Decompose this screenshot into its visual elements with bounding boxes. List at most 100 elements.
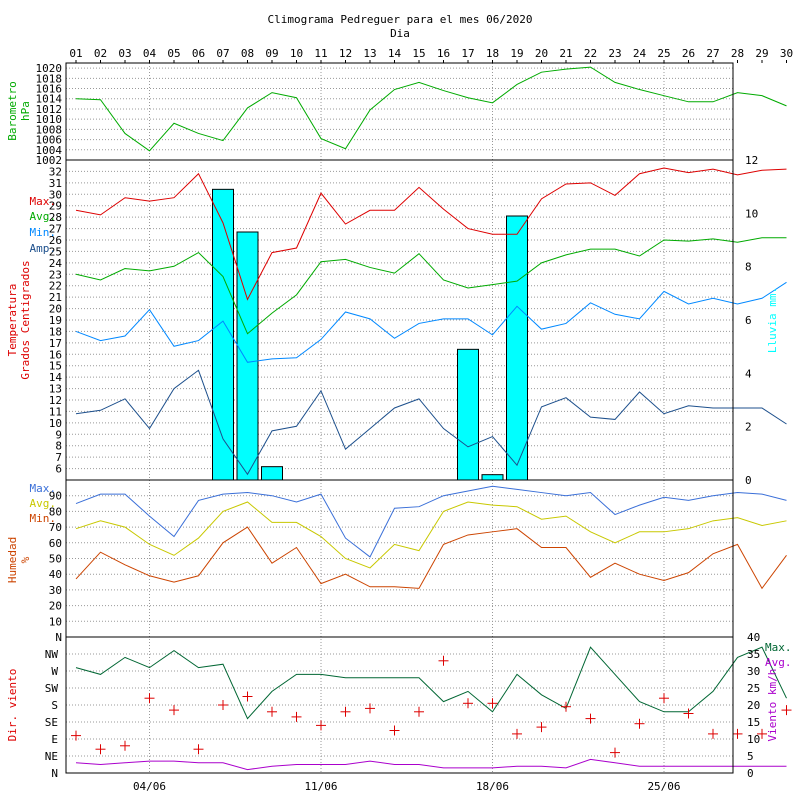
temperature-tick-label: 15 [49,360,62,373]
temperature-unit-label: Grados Centigrados [19,260,32,379]
wind-direction-marker [365,703,375,714]
wind-direction-marker [536,722,547,733]
humidity-axis-label: Humedad [6,537,19,583]
day-tick-label: 25 [657,47,670,60]
wind-direction-marker [120,740,130,751]
day-tick-label: 26 [682,47,695,60]
humidity-tick-label: 40 [49,568,62,581]
pressure-tick-label: 1008 [36,123,63,136]
temperature-tick-label: 22 [49,280,62,293]
temperature-tick-label: 27 [49,223,62,236]
rain-bar [481,474,504,481]
day-tick-label: 10 [290,47,303,60]
temperature-tick-label: 6 [55,463,62,476]
day-tick-label: 09 [265,47,278,60]
wind-direction-marker [463,698,473,709]
wind-direction-tick-label: NE [45,750,58,763]
wind-direction-marker [757,728,767,739]
temperature-tick-label: 17 [49,337,62,350]
wind-direction-marker [71,730,81,741]
day-tick-label: 29 [755,47,768,60]
temperature-tick-label: 32 [49,165,62,178]
rain-tick-label: 0 [745,474,752,487]
temperature-tick-label: 24 [49,257,63,270]
humidity-legend-min: Min. [30,512,57,525]
wind-speed-tick-label: 35 [747,648,760,661]
humidity-legend-avg: Avg. [30,497,57,510]
week-tick-label: 04/06 [133,780,166,793]
rain-bar [506,215,528,481]
rain-bar [212,188,234,481]
wind-direction-marker [708,728,718,739]
day-tick-label: 01 [69,47,82,60]
wind-direction-marker [316,720,326,731]
day-tick-label: 13 [363,47,376,60]
wind-speed-tick-label: 40 [747,631,760,644]
wind-direction-marker [487,698,498,709]
temperature-amp-line [75,369,787,476]
wind-speed-tick-label: 15 [747,716,760,729]
week-tick-label: 18/06 [476,780,509,793]
pressure-tick-label: 1006 [36,134,63,147]
temperature-axis-label: Temperatura [6,284,19,357]
temperature-tick-label: 13 [49,383,62,396]
wind-max-line [75,646,787,720]
temperature-tick-label: 10 [49,417,62,430]
rain-tick-label: 12 [745,154,758,167]
day-tick-label: 08 [241,47,254,60]
wind-speed-tick-label: 25 [747,682,760,695]
wind-speed-tick-label: 0 [747,767,754,780]
wind-direction-tick-label: S [51,699,58,712]
pressure-tick-label: 1018 [36,72,63,85]
pressure-tick-label: 1014 [36,93,63,106]
series-layer [71,66,792,771]
temperature-tick-label: 28 [49,211,62,224]
wind-panel-frame [65,636,734,774]
humidity-tick-label: 90 [49,490,62,503]
humidity-tick-label: 80 [49,505,62,518]
temperature-tick-label: 21 [49,291,62,304]
wind-direction-marker [218,700,228,710]
temperature-legend-avg: Avg. [30,210,57,223]
wind-direction-tick-label: SW [45,682,59,695]
temperature-tick-label: 11 [49,405,62,418]
temperature-legend-min: Min. [30,226,57,239]
pressure-unit-label: hPa [19,101,32,121]
day-tick-label: 17 [461,47,474,60]
week-tick-label: 11/06 [304,780,337,793]
pressure-axis-label: Barometro [6,81,19,141]
panel-frames [65,60,787,774]
temperature-legend-amp: Amp. [30,242,57,255]
pressure-tick-label: 1016 [36,83,63,96]
temperature-tick-label: 23 [49,268,62,281]
wind-direction-marker [414,706,424,717]
rain-tick-label: 4 [745,367,752,380]
temperature-tick-label: 20 [49,303,62,316]
wind-direction-marker [144,693,155,704]
wind-direction-tick-label: NW [45,648,59,661]
wind-direction-marker [389,725,400,736]
humidity-tick-label: 20 [49,600,62,613]
temperature-min-line [75,281,787,363]
wind-direction-marker [585,713,596,724]
wind-direction-marker [610,747,620,758]
chart-title: Climograma Pedreguer para el mes 06/2020 [268,13,533,26]
day-tick-label: 07 [216,47,229,60]
rain-axis-label: Lluvia mm. [766,287,779,353]
humidity-legend-max: Max. [30,482,57,495]
wind-direction-tick-label: N [51,767,58,780]
temperature-tick-label: 25 [49,245,62,258]
humidity-min-line [75,526,787,590]
temperature-tick-label: 12 [49,394,62,407]
rain-tick-label: 10 [745,207,758,220]
wind-direction-marker [242,691,253,702]
wind-direction-tick-label: W [51,665,58,678]
wind-direction-marker [95,744,106,755]
wind-speed-axis-label: Viento km/h [766,669,779,742]
humidity-avg-line [75,501,787,569]
wind-direction-marker [267,706,277,717]
temperature-legend-max: Max. [30,195,57,208]
rain-bar [236,231,259,481]
day-tick-label: 11 [314,47,327,60]
rain-bar [457,348,479,481]
